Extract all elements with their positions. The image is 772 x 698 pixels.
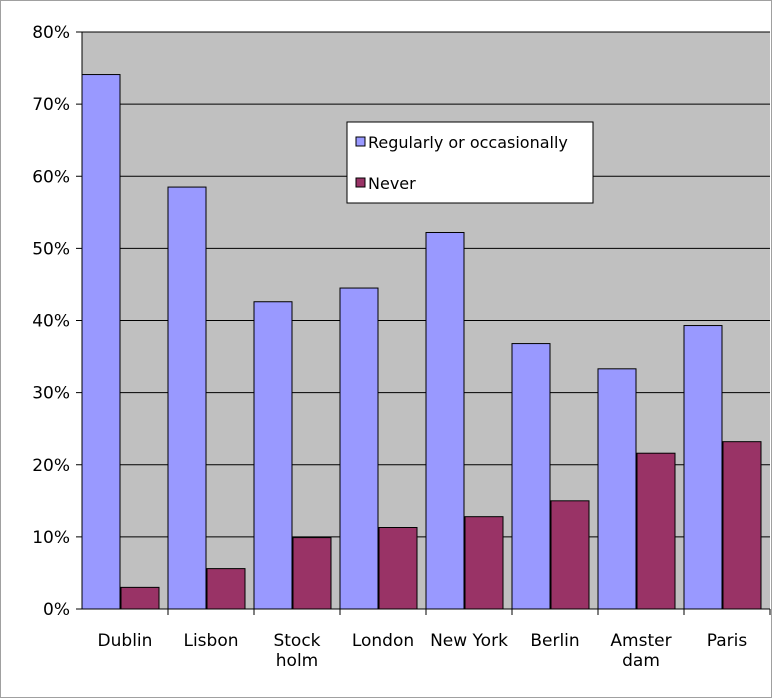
y-tick-label: 50% bbox=[32, 239, 70, 259]
bar-never bbox=[636, 452, 676, 610]
bar-regularly-or-occasionally bbox=[597, 368, 637, 610]
x-category-label: Amster bbox=[610, 631, 671, 651]
y-tick-label: 40% bbox=[32, 312, 70, 332]
bar-never bbox=[206, 568, 246, 610]
x-category-label: Lisbon bbox=[183, 631, 238, 651]
bar-regularly-or-occasionally bbox=[167, 186, 207, 610]
x-category-label: Berlin bbox=[530, 631, 579, 651]
y-tick-label: 0% bbox=[43, 600, 70, 620]
y-tick-label: 30% bbox=[32, 384, 70, 404]
x-category-label: holm bbox=[276, 651, 318, 671]
x-category-label: dam bbox=[622, 651, 660, 671]
x-category-label: Stock bbox=[273, 631, 320, 651]
bar-never bbox=[378, 526, 418, 610]
bar-regularly-or-occasionally bbox=[81, 74, 121, 610]
bar-regularly-or-occasionally bbox=[511, 343, 551, 610]
bar-never bbox=[722, 441, 762, 610]
bar-never bbox=[120, 586, 160, 610]
x-category-label: London bbox=[352, 631, 414, 651]
y-tick-label: 70% bbox=[32, 95, 70, 115]
bar-regularly-or-occasionally bbox=[425, 232, 465, 610]
bar-regularly-or-occasionally bbox=[339, 287, 379, 610]
legend-label: Never bbox=[368, 174, 416, 193]
x-category-label: Paris bbox=[707, 631, 748, 651]
bar-regularly-or-occasionally bbox=[683, 325, 723, 610]
y-tick-label: 80% bbox=[32, 23, 70, 43]
x-category-label: New York bbox=[430, 631, 508, 651]
legend-swatch bbox=[355, 177, 366, 188]
legend bbox=[346, 121, 594, 204]
bar-never bbox=[292, 537, 332, 610]
bar-never bbox=[550, 500, 590, 610]
y-tick-label: 60% bbox=[32, 167, 70, 187]
y-tick-label: 20% bbox=[32, 456, 70, 476]
x-category-label: Dublin bbox=[98, 631, 153, 651]
legend-swatch bbox=[355, 136, 366, 147]
bar-never bbox=[464, 516, 504, 610]
legend-label: Regularly or occasionally bbox=[368, 133, 568, 152]
y-tick-label: 10% bbox=[32, 528, 70, 548]
bar-regularly-or-occasionally bbox=[253, 301, 293, 610]
